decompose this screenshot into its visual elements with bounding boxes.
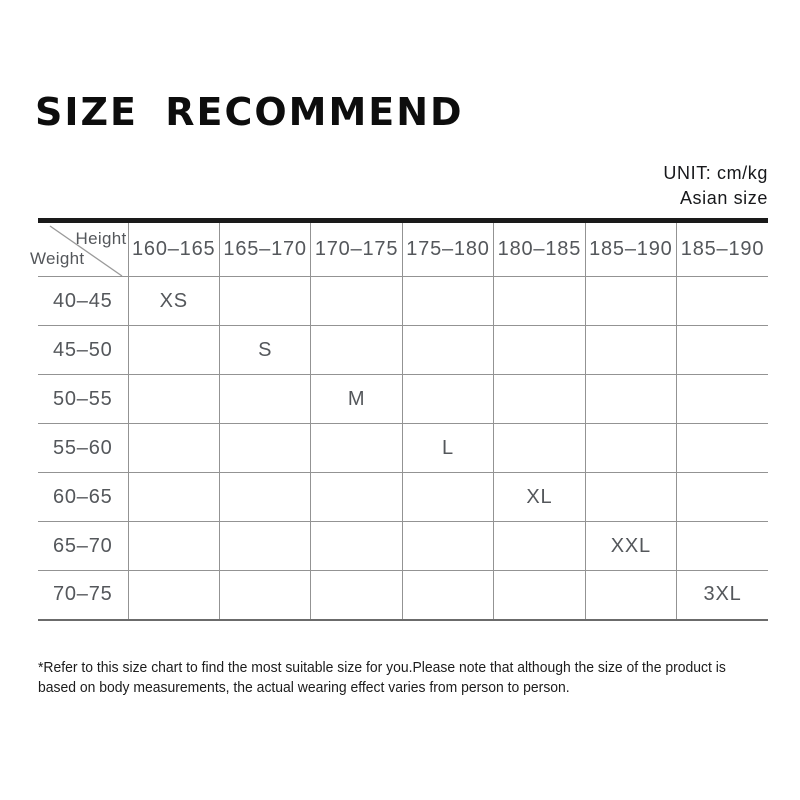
size-cell — [676, 472, 768, 522]
size-cell — [493, 374, 586, 424]
size-cell: XS — [127, 276, 220, 326]
size-cell — [584, 570, 678, 620]
size-cell — [493, 423, 586, 473]
table-row: 60–65 XL — [38, 472, 768, 522]
height-column-header: 175–180 — [401, 220, 495, 277]
size-cell — [584, 276, 678, 326]
size-cell — [584, 325, 678, 375]
height-column-header: 180–185 — [493, 220, 586, 277]
weight-axis-label: Weight — [30, 249, 85, 268]
footnote-line2: based on body measurements, the actual w… — [38, 679, 570, 696]
weight-row-header: 65–70 — [38, 521, 129, 571]
size-cell — [218, 570, 312, 620]
table-header-row: Height Weight 160–165 165–170 170–175 17… — [30, 220, 768, 277]
size-cell — [218, 276, 312, 326]
height-column-header: 185–190 — [584, 220, 678, 277]
size-cell: M — [310, 374, 403, 424]
size-cell — [310, 521, 403, 571]
height-axis-label: Height — [75, 229, 127, 248]
weight-row-header: 55–60 — [38, 423, 129, 473]
footnote: *Refer to this size chart to find the mo… — [38, 658, 726, 698]
size-cell — [676, 423, 768, 473]
size-cell — [584, 472, 678, 522]
table-row: 55–60 L — [38, 423, 768, 473]
size-cell — [676, 521, 768, 571]
weight-row-header: 50–55 — [38, 374, 129, 424]
size-cell — [218, 423, 312, 473]
size-cell — [310, 570, 403, 620]
size-cell — [310, 325, 403, 375]
size-cell: XL — [493, 472, 586, 522]
table-row: 50–55 M — [38, 374, 768, 424]
size-cell — [493, 521, 586, 571]
size-cell — [584, 423, 678, 473]
weight-row-header: 60–65 — [38, 472, 129, 522]
size-cell — [310, 423, 403, 473]
size-cell — [310, 276, 403, 326]
footnote-line1: *Refer to this size chart to find the mo… — [38, 659, 726, 676]
corner-header-cell: Height Weight — [30, 220, 129, 277]
table-row: 70–75 3XL — [38, 570, 768, 620]
size-cell — [218, 374, 312, 424]
size-cell — [310, 472, 403, 522]
table-row: 40–45 XS — [38, 276, 768, 326]
size-cell — [676, 374, 768, 424]
table-row: 65–70 XXL — [38, 521, 768, 571]
weight-row-header: 40–45 — [38, 276, 129, 326]
table-row: 45–50 S — [38, 325, 768, 375]
height-column-header: 185–190 — [676, 220, 768, 277]
size-cell — [127, 570, 220, 620]
size-standard-label: Asian size — [679, 188, 768, 208]
size-cell — [127, 521, 220, 571]
unit-info: UNIT: cm/kg Asian size — [663, 161, 768, 211]
height-column-header: 160–165 — [127, 220, 220, 277]
size-cell — [401, 472, 495, 522]
size-cell — [401, 570, 495, 620]
size-cell — [493, 276, 586, 326]
size-cell — [127, 423, 220, 473]
size-cell — [401, 374, 495, 424]
height-column-header: 170–175 — [310, 220, 403, 277]
size-cell: 3XL — [676, 570, 768, 620]
size-cell — [127, 472, 220, 522]
weight-row-header: 45–50 — [38, 325, 129, 375]
diagonal-divider — [49, 225, 123, 277]
size-cell — [676, 325, 768, 375]
size-cell — [493, 570, 586, 620]
size-cell — [584, 374, 678, 424]
size-cell — [401, 276, 495, 326]
size-cell — [127, 325, 220, 375]
size-cell — [218, 521, 312, 571]
size-cell — [218, 472, 312, 522]
size-cell — [676, 276, 768, 326]
size-cell — [401, 521, 495, 571]
size-cell — [127, 374, 220, 424]
weight-row-header: 70–75 — [38, 570, 129, 620]
size-table: Height Weight 160–165 165–170 170–175 17… — [30, 218, 768, 621]
size-cell: XXL — [584, 521, 678, 571]
size-cell: L — [401, 423, 495, 473]
height-column-header: 165–170 — [218, 220, 312, 277]
unit-label: UNIT: cm/kg — [663, 163, 768, 183]
size-cell — [401, 325, 495, 375]
size-cell: S — [218, 325, 312, 375]
size-cell — [493, 325, 586, 375]
page-title: SIZE RECOMMEND — [35, 90, 464, 134]
